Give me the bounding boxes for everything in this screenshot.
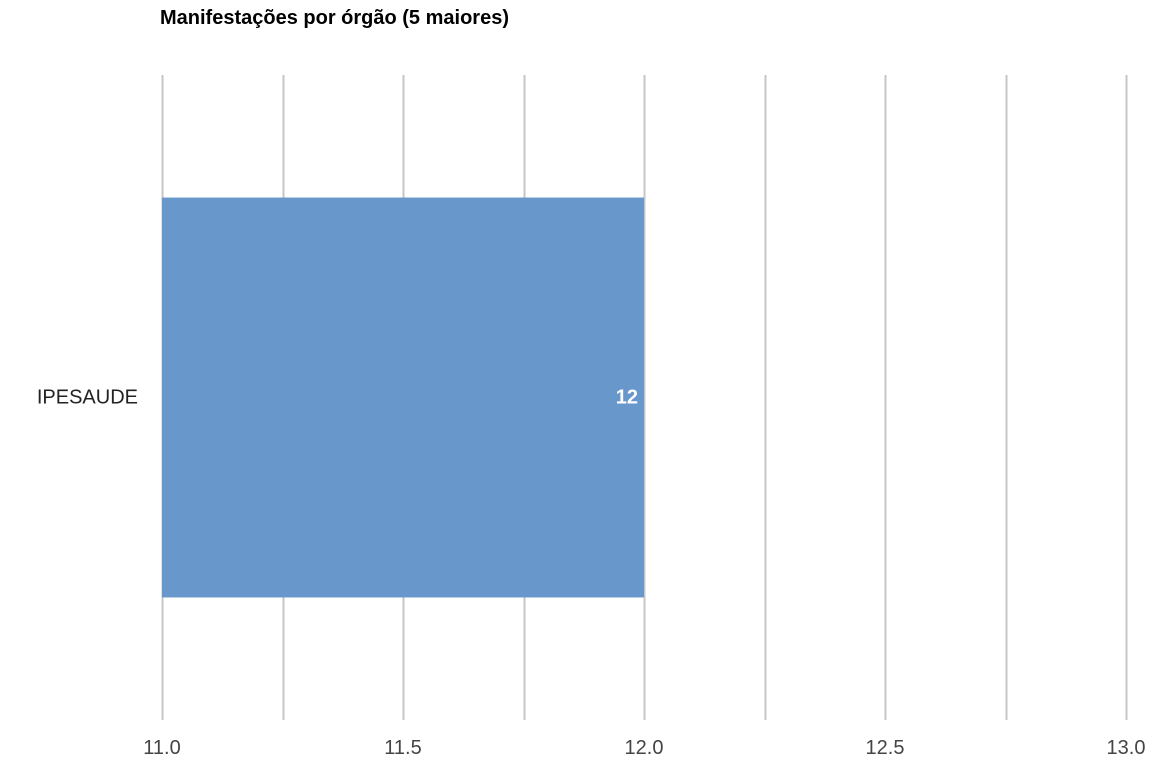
x-tick-label: 11.0 bbox=[143, 737, 180, 759]
bars: IPESAUDE 12 bbox=[37, 197, 644, 598]
data-label: 12 bbox=[616, 387, 638, 409]
x-tick-label: 11.5 bbox=[384, 737, 421, 759]
x-tick-label: 13.0 bbox=[1107, 737, 1146, 759]
category-label: IPESAUDE bbox=[37, 387, 138, 409]
x-tick-label: 12.5 bbox=[866, 737, 905, 759]
bar bbox=[162, 197, 644, 598]
x-tick-label: 12.0 bbox=[625, 737, 664, 759]
chart-title: Manifestações por órgão (5 maiores) bbox=[160, 7, 509, 29]
x-axis-ticks: 11.0 11.5 12.0 12.5 13.0 bbox=[143, 737, 1145, 759]
